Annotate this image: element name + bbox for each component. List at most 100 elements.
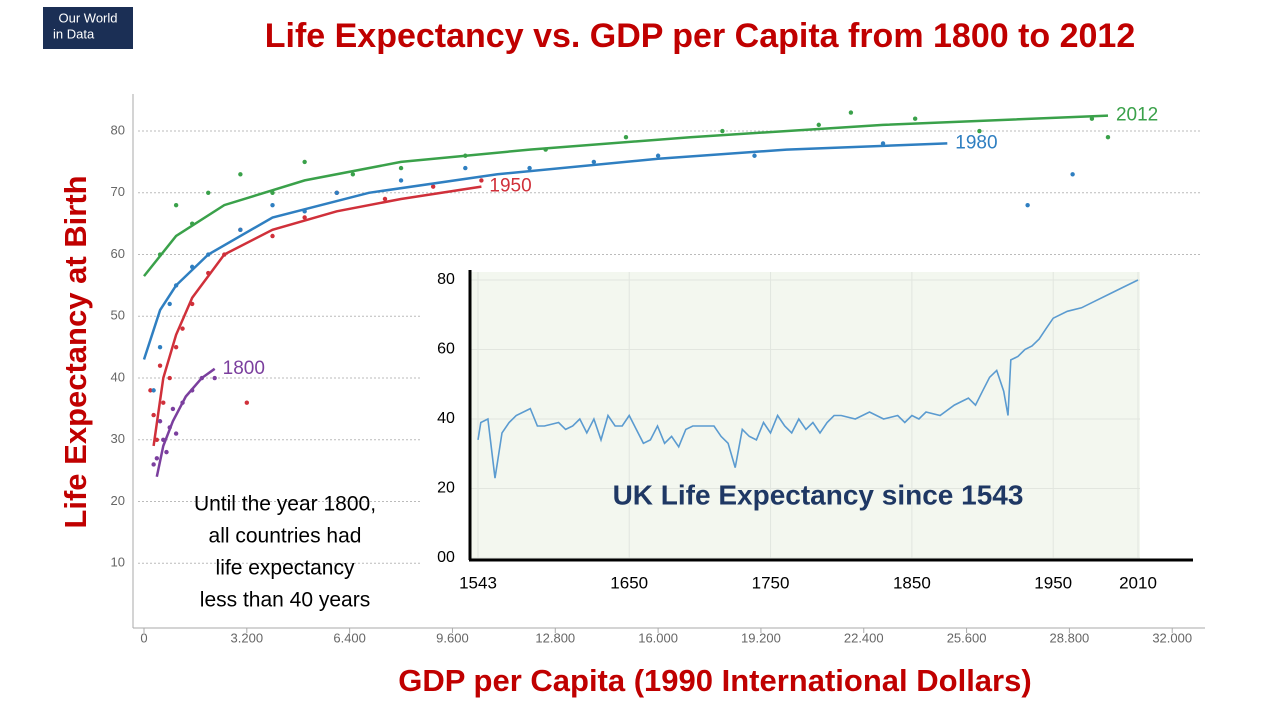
x-tick-label: 1950: [1034, 573, 1072, 592]
y-tick-label: 20: [111, 493, 125, 508]
point: [238, 172, 243, 177]
point: [170, 406, 176, 412]
point: [912, 116, 918, 121]
point: [302, 159, 307, 165]
series-label: 1800: [223, 358, 265, 379]
point: [173, 344, 179, 350]
y-tick-label: 30: [111, 431, 125, 446]
x-tick-label: 9.600: [436, 630, 469, 645]
point: [1025, 202, 1030, 208]
x-tick-label: 2010: [1119, 573, 1157, 592]
y-tick-label: 80: [437, 271, 455, 288]
x-tick-label: 1650: [610, 573, 648, 592]
y-tick-label: 60: [437, 341, 455, 358]
annotation: less than 40 years: [200, 589, 370, 612]
point: [212, 375, 217, 381]
point: [157, 344, 163, 350]
x-tick-label: 3.200: [231, 630, 264, 645]
x-tick-label: 32.000: [1152, 630, 1192, 645]
x-tick-label: 1543: [459, 573, 497, 592]
inset-title: UK Life Expectancy since 1543: [613, 479, 1024, 510]
point: [164, 449, 169, 455]
trend-line: [143, 114, 1109, 277]
series-label: 2012: [1116, 105, 1158, 126]
point: [382, 196, 388, 202]
y-tick-label: 60: [111, 246, 125, 261]
point: [479, 178, 484, 183]
series-label: 1980: [955, 132, 997, 153]
point: [752, 153, 757, 158]
point: [161, 400, 166, 405]
point: [238, 227, 243, 233]
point: [1105, 135, 1111, 140]
x-tick-label: 12.800: [535, 630, 575, 645]
point: [157, 419, 163, 424]
point: [350, 172, 356, 177]
point: [527, 165, 532, 171]
x-tick-label: 16.000: [638, 630, 678, 645]
point: [206, 190, 211, 195]
point: [623, 135, 629, 140]
x-tick-label: 19.200: [741, 630, 781, 645]
chart-title: Life Expectancy vs. GDP per Capita from …: [265, 17, 1136, 55]
logo-text: Our World: [59, 10, 118, 25]
y-tick-label: 10: [111, 555, 125, 570]
point: [720, 128, 725, 134]
point: [302, 215, 307, 220]
x-tick-label: 1850: [893, 573, 931, 592]
point: [151, 412, 156, 418]
y-tick-label: 70: [111, 184, 125, 199]
point: [848, 110, 854, 115]
point: [655, 153, 661, 158]
annotation: Until the year 1800,: [194, 493, 376, 516]
y-axis-label: Life Expectancy at Birth: [58, 175, 93, 528]
annotation: life expectancy: [216, 557, 355, 580]
point: [157, 363, 163, 368]
x-tick-label: 25.600: [947, 630, 987, 645]
point: [167, 375, 172, 381]
point: [180, 326, 185, 331]
point: [398, 178, 404, 183]
point: [270, 233, 275, 239]
y-tick-label: 80: [111, 122, 125, 137]
point: [816, 122, 821, 128]
point: [151, 462, 156, 467]
line: [477, 279, 1139, 479]
y-tick-label: 40: [437, 410, 455, 427]
series-label: 1950: [489, 176, 531, 197]
point: [173, 431, 179, 436]
y-tick-label: 00: [437, 549, 455, 566]
y-tick-label: 50: [111, 308, 125, 323]
plot-background: [470, 272, 1140, 560]
annotation: all countries had: [209, 525, 362, 548]
point: [430, 184, 436, 189]
point: [463, 165, 468, 171]
logo-box: [43, 7, 133, 49]
point: [167, 301, 172, 307]
point: [1089, 116, 1095, 121]
point: [880, 141, 886, 146]
point: [334, 190, 339, 195]
trend-line: [152, 185, 482, 447]
x-tick-label: 28.800: [1050, 630, 1090, 645]
logo-text: in Data: [53, 26, 95, 41]
x-tick-label: 22.400: [844, 630, 884, 645]
point: [151, 388, 156, 393]
x-tick-label: 0: [140, 630, 147, 645]
point: [977, 128, 982, 134]
x-tick-label: 1750: [752, 573, 790, 592]
point: [244, 400, 250, 405]
point: [154, 456, 160, 461]
point: [148, 388, 153, 393]
x-axis-label: GDP per Capita (1990 International Dolla…: [398, 663, 1031, 698]
point: [591, 159, 597, 165]
y-tick-label: 40: [111, 369, 125, 384]
y-tick-label: 20: [437, 480, 455, 497]
point: [173, 202, 179, 208]
x-tick-label: 6.400: [333, 630, 366, 645]
trend-line: [155, 367, 216, 478]
point: [1070, 172, 1075, 177]
trend-line: [142, 142, 948, 360]
